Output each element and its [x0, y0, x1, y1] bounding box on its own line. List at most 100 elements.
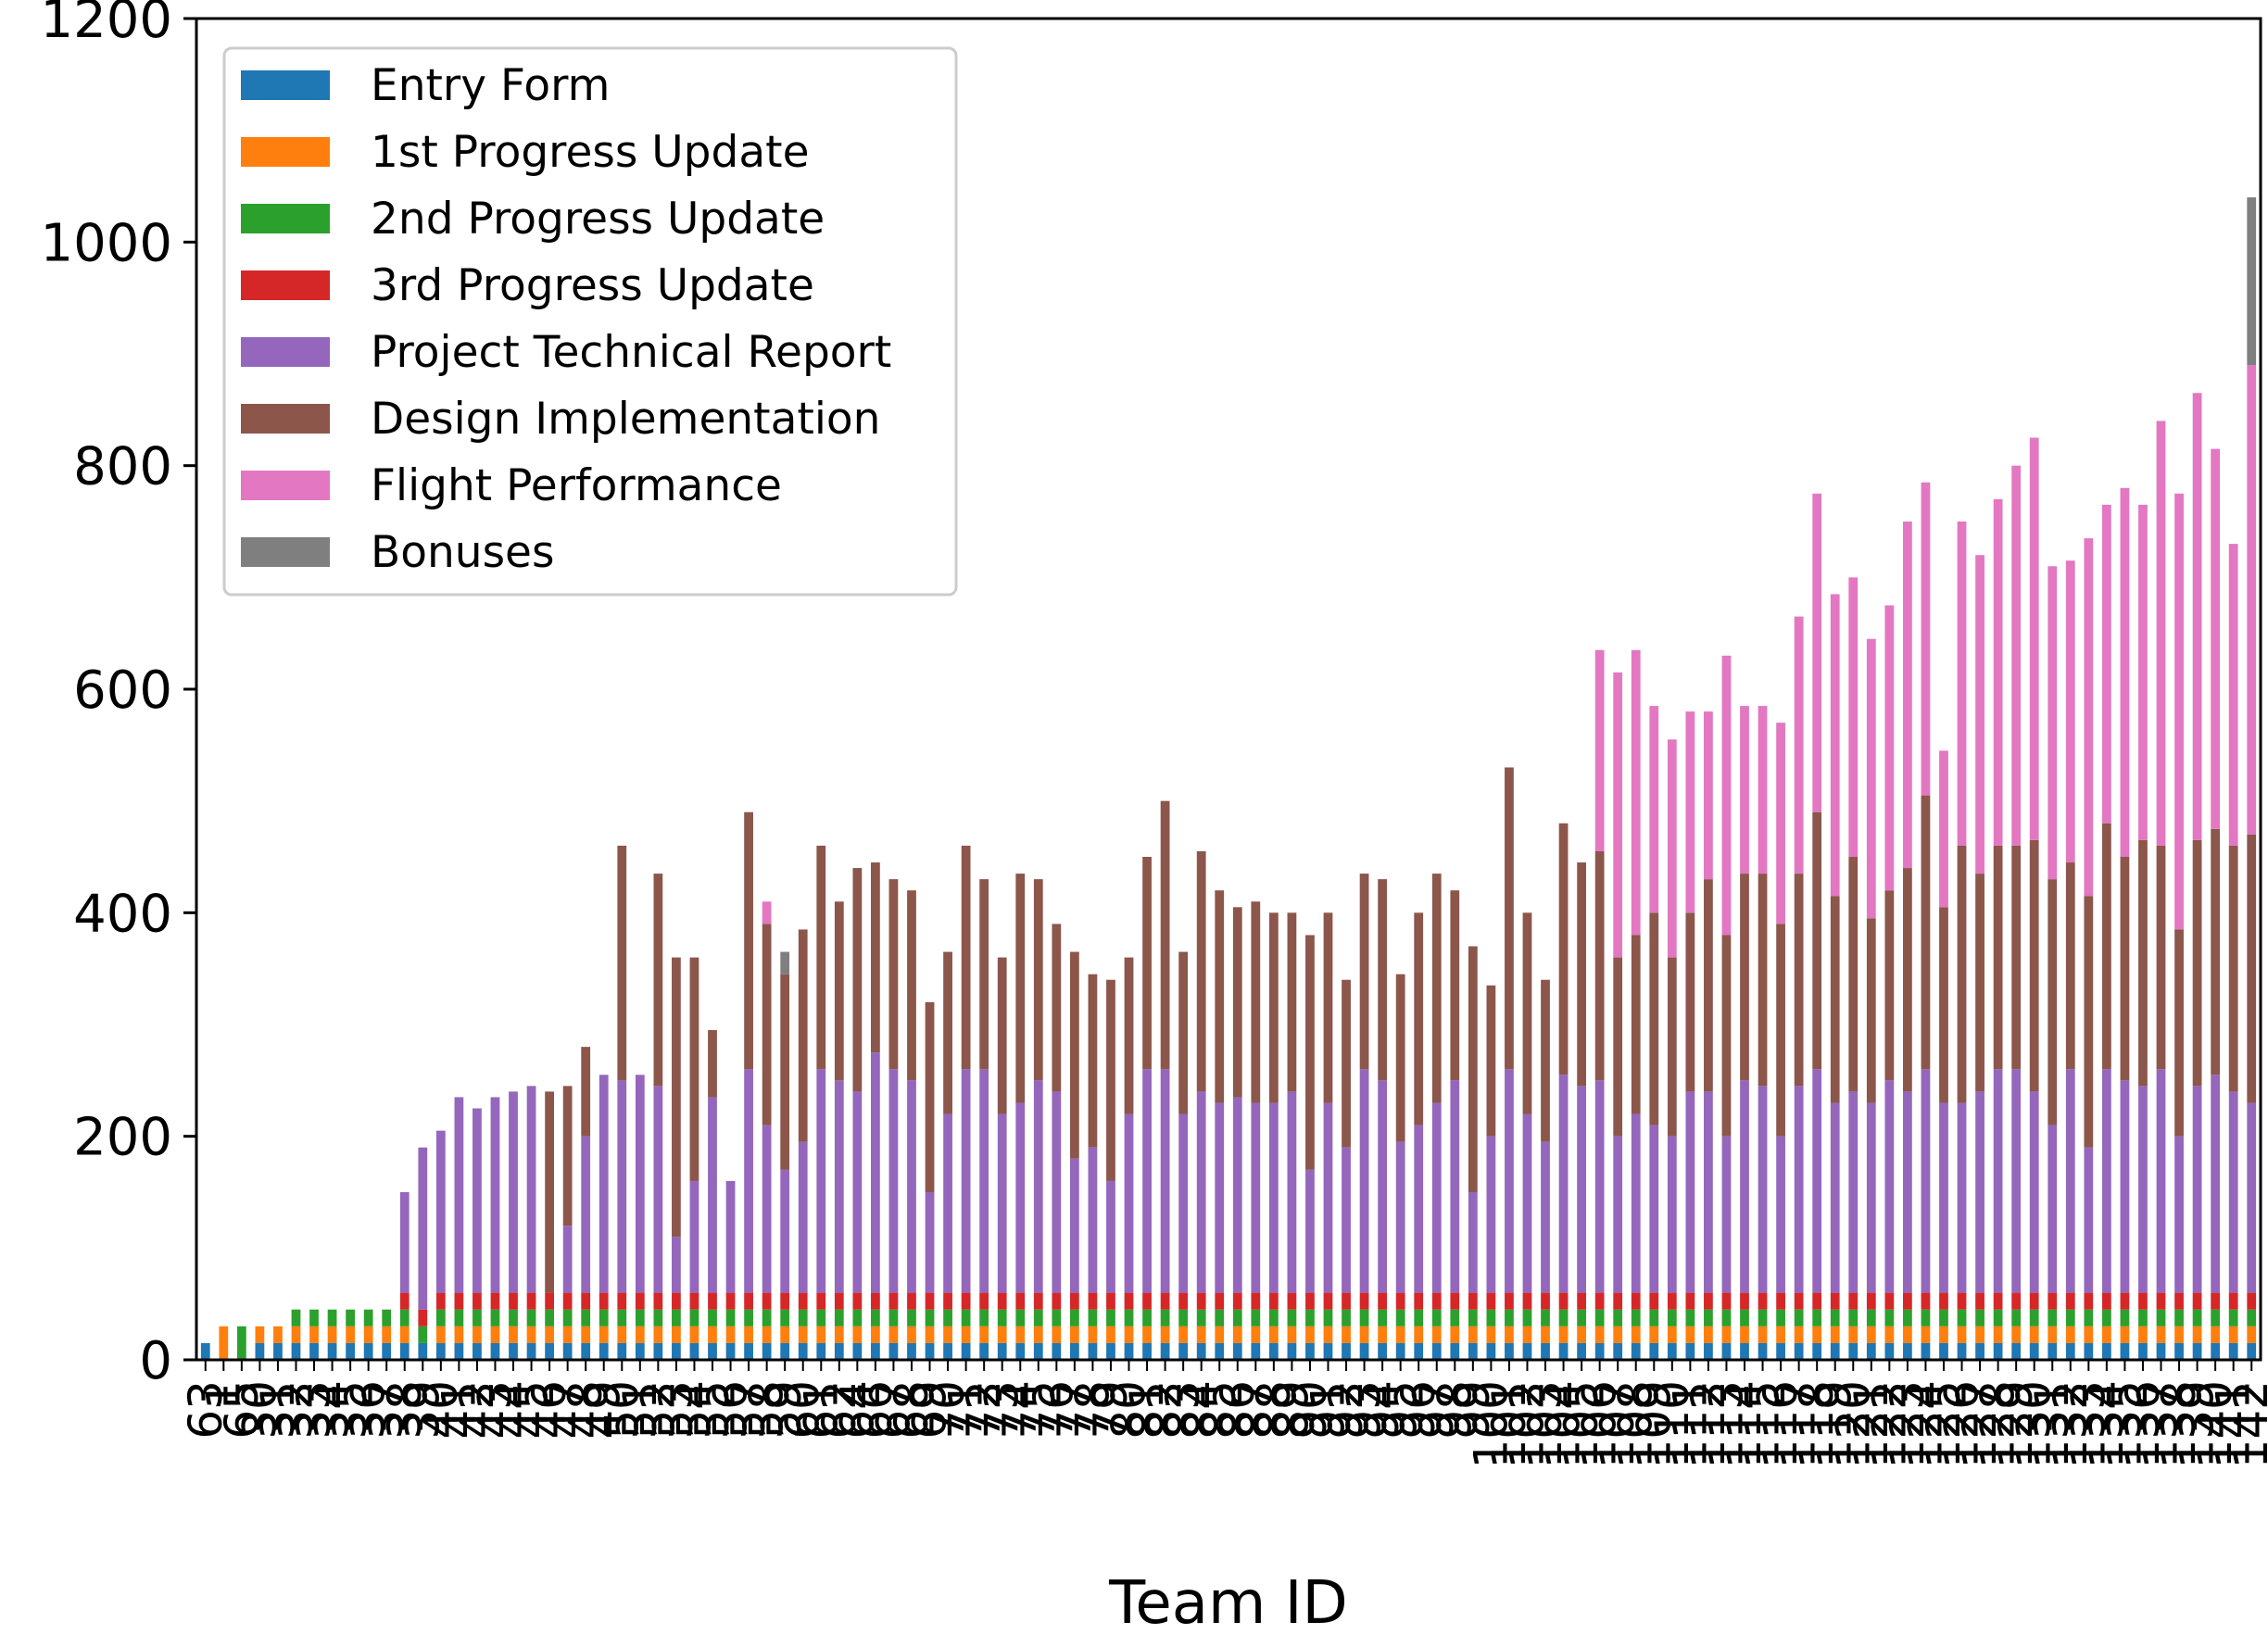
bar-segment-58-0	[762, 1342, 772, 1360]
bar-segment-81-3	[1142, 1292, 1152, 1310]
bar-segment-132-6	[2065, 560, 2075, 863]
bar-stack-43	[490, 1097, 500, 1360]
bar-stack-69	[925, 1001, 935, 1360]
bar-segment-133-0	[2084, 1342, 2094, 1360]
bar-segment-126-2	[1957, 1309, 1967, 1326]
bar-segment-139-2	[2192, 1309, 2202, 1326]
bar-segment-119-5	[1830, 896, 1840, 1103]
bar-stack-67	[888, 879, 899, 1360]
x-tick-label: 69	[903, 1380, 957, 1440]
bar-segment-38-0	[399, 1342, 410, 1360]
bar-segment-124-1	[1921, 1326, 1931, 1343]
bar-segment-31-1	[273, 1326, 283, 1343]
bar-segment-61-5	[816, 845, 826, 1070]
bar-segment-125-6	[1939, 750, 1948, 908]
bar-segment-75-2	[1033, 1309, 1043, 1326]
bar-segment-70-4	[943, 1113, 952, 1293]
x-tick-label: 125	[1917, 1380, 1971, 1468]
bar-segment-85-5	[1215, 890, 1225, 1103]
bar-segment-91-4	[1323, 1102, 1333, 1293]
bar-segment-114-2	[1740, 1309, 1749, 1326]
bar-stack-135	[2120, 487, 2130, 1360]
legend-swatch	[241, 137, 330, 167]
bar-segment-117-2	[1794, 1309, 1804, 1326]
bar-segment-74-1	[1015, 1326, 1026, 1343]
bar-segment-79-1	[1106, 1326, 1115, 1343]
bar-segment-127-2	[1975, 1309, 1984, 1326]
bar-segment-125-0	[1939, 1342, 1948, 1360]
x-tick-label: 105	[1555, 1380, 1608, 1468]
bar-segment-95-5	[1395, 974, 1405, 1142]
bar-segment-99-5	[1468, 946, 1478, 1192]
bar-segment-55-0	[708, 1342, 717, 1360]
bar-stack-63	[200, 1342, 210, 1360]
bar-segment-74-5	[1015, 874, 1026, 1103]
bar-stack-49	[598, 1075, 609, 1360]
bar-segment-48-5	[581, 1047, 591, 1137]
bar-segment-108-2	[1631, 1309, 1641, 1326]
bar-segment-137-6	[2156, 421, 2166, 846]
bar-segment-88-0	[1268, 1342, 1279, 1360]
bar-segment-91-3	[1323, 1292, 1333, 1310]
x-tick-label: 58	[740, 1380, 794, 1440]
bar-segment-137-1	[2156, 1326, 2166, 1343]
bar-segment-70-3	[943, 1292, 952, 1310]
bar-segment-118-2	[1812, 1309, 1822, 1326]
bar-segment-80-3	[1124, 1292, 1134, 1310]
bar-segment-128-5	[1993, 845, 2003, 1070]
y-tick-label: 200	[73, 1108, 172, 1168]
bar-stack-55	[708, 1030, 717, 1360]
bar-segment-98-1	[1450, 1326, 1460, 1343]
bar-segment-50-2	[617, 1309, 627, 1326]
bar-segment-113-5	[1721, 935, 1732, 1137]
bar-segment-111-2	[1685, 1309, 1695, 1326]
bar-segment-78-0	[1088, 1342, 1098, 1360]
bar-segment-62-5	[834, 901, 844, 1081]
bar-segment-48-0	[581, 1342, 591, 1360]
x-tick-label: 84	[1175, 1380, 1228, 1440]
bar-segment-135-5	[2120, 857, 2130, 1081]
bar-segment-121-1	[1866, 1326, 1876, 1343]
bar-segment-74-2	[1015, 1309, 1026, 1326]
bar-segment-68-0	[907, 1342, 916, 1360]
bar-segment-91-0	[1323, 1342, 1333, 1360]
bar-segment-59-1	[780, 1326, 790, 1343]
bar-segment-39-3	[418, 1309, 428, 1326]
bar-segment-64-1	[852, 1326, 863, 1343]
bar-segment-132-5	[2065, 862, 2075, 1070]
bar-segment-136-5	[2138, 839, 2148, 1087]
bar-segment-71-3	[961, 1292, 971, 1310]
bar-segment-120-3	[1848, 1292, 1858, 1310]
bar-segment-112-1	[1704, 1326, 1713, 1343]
bar-segment-56-4	[725, 1180, 736, 1293]
x-tick-label: 139	[2171, 1380, 2224, 1468]
bar-segment-92-3	[1342, 1292, 1351, 1310]
bar-segment-118-1	[1812, 1326, 1822, 1343]
bar-stack-88	[1268, 912, 1279, 1360]
bar-segment-102-3	[1522, 1292, 1532, 1310]
bar-segment-64-5	[852, 868, 863, 1092]
bar-segment-58-6	[762, 901, 772, 924]
bar-segment-45-1	[526, 1326, 536, 1343]
bar-segment-107-2	[1613, 1309, 1623, 1326]
x-tick-label: 49	[577, 1380, 631, 1440]
bar-segment-110-1	[1667, 1326, 1677, 1343]
bar-segment-126-6	[1957, 522, 1967, 846]
bar-segment-61-0	[816, 1342, 826, 1360]
bar-segment-122-4	[1884, 1080, 1895, 1293]
bar-segment-76-3	[1052, 1292, 1062, 1310]
bar-segment-122-3	[1884, 1292, 1895, 1310]
bar-segment-136-0	[2138, 1342, 2148, 1360]
bar-segment-57-0	[744, 1342, 753, 1360]
bar-segment-35-0	[346, 1342, 356, 1360]
bar-stack-94	[1378, 879, 1388, 1360]
bar-segment-103-3	[1541, 1292, 1550, 1310]
bar-segment-96-4	[1414, 1125, 1424, 1293]
bar-segment-101-2	[1505, 1309, 1514, 1326]
bar-segment-62-4	[834, 1080, 844, 1293]
bar-stack-103	[1541, 979, 1550, 1360]
bar-segment-85-1	[1215, 1326, 1225, 1343]
bar-segment-136-2	[2138, 1309, 2148, 1326]
bar-segment-116-5	[1776, 924, 1785, 1137]
bar-segment-130-0	[2029, 1342, 2039, 1360]
